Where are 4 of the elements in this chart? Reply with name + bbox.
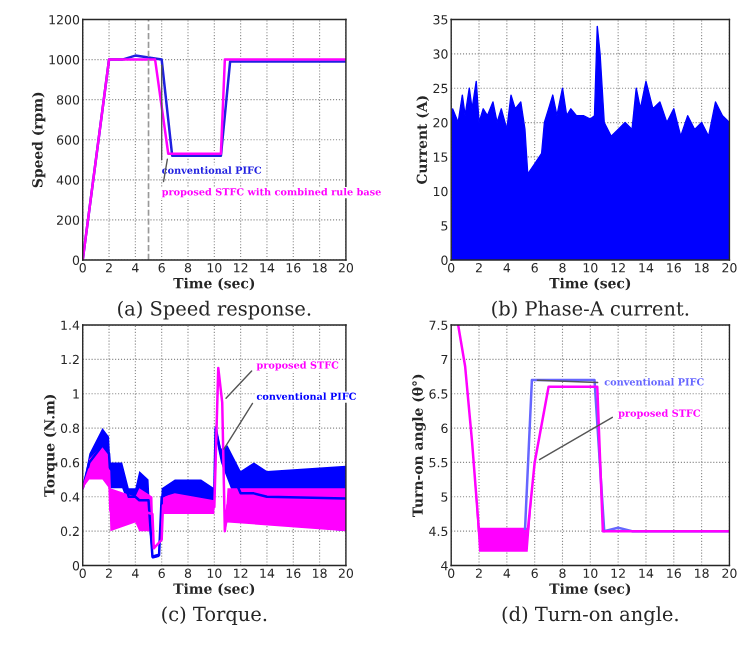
text: (d) Turn-on angle. <box>502 606 678 626</box>
text: (c) Torque. <box>162 606 267 626</box>
text: (b) Phase-A current. <box>492 300 689 319</box>
text: (a) Speed response. <box>118 300 311 320</box>
